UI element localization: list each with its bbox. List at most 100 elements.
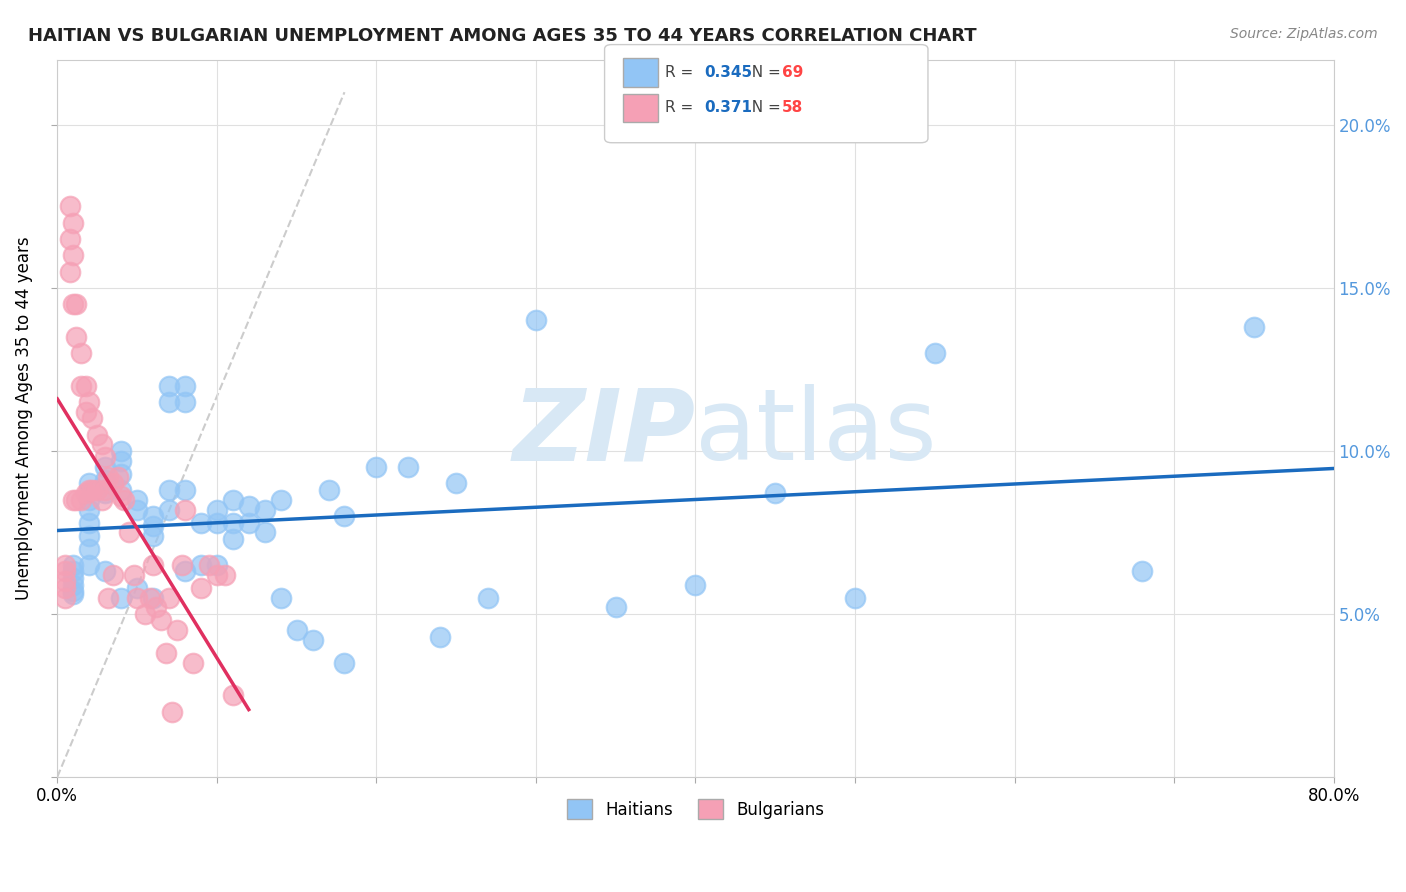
Point bbox=[97, 470, 120, 484]
Point bbox=[53, 581, 76, 595]
Point bbox=[139, 591, 162, 605]
Point bbox=[110, 490, 132, 504]
Point bbox=[605, 600, 627, 615]
Point bbox=[429, 630, 451, 644]
Point bbox=[91, 492, 114, 507]
Text: 0.345: 0.345 bbox=[704, 65, 752, 79]
Point bbox=[222, 492, 245, 507]
Legend: Haitians, Bulgarians: Haitians, Bulgarians bbox=[560, 792, 831, 826]
Point bbox=[82, 483, 104, 497]
Point bbox=[157, 378, 180, 392]
Text: ZIP: ZIP bbox=[512, 384, 696, 481]
Point bbox=[62, 492, 84, 507]
Point bbox=[110, 591, 132, 605]
Point bbox=[174, 378, 197, 392]
Point bbox=[174, 502, 197, 516]
Point bbox=[157, 591, 180, 605]
Point bbox=[222, 532, 245, 546]
Point bbox=[125, 492, 148, 507]
Point bbox=[174, 483, 197, 497]
Point bbox=[1243, 320, 1265, 334]
Point bbox=[65, 297, 87, 311]
Point bbox=[301, 632, 323, 647]
Text: N =: N = bbox=[742, 65, 786, 79]
Point bbox=[157, 483, 180, 497]
Point bbox=[77, 476, 100, 491]
Point bbox=[270, 591, 292, 605]
Point bbox=[270, 492, 292, 507]
Point bbox=[94, 486, 117, 500]
Point bbox=[174, 395, 197, 409]
Point bbox=[166, 623, 188, 637]
Text: 69: 69 bbox=[782, 65, 803, 79]
Point bbox=[396, 460, 419, 475]
Point bbox=[222, 689, 245, 703]
Point bbox=[62, 216, 84, 230]
Point bbox=[763, 486, 786, 500]
Point bbox=[110, 453, 132, 467]
Point bbox=[77, 483, 100, 497]
Text: atlas: atlas bbox=[696, 384, 936, 481]
Point bbox=[524, 313, 547, 327]
Point bbox=[157, 395, 180, 409]
Point bbox=[174, 565, 197, 579]
Point bbox=[77, 528, 100, 542]
Point bbox=[125, 591, 148, 605]
Point bbox=[366, 460, 388, 475]
Point bbox=[170, 558, 193, 572]
Point bbox=[94, 565, 117, 579]
Text: R =: R = bbox=[665, 101, 699, 115]
Point bbox=[477, 591, 499, 605]
Point bbox=[142, 558, 165, 572]
Point bbox=[70, 378, 93, 392]
Point bbox=[150, 613, 173, 627]
Point bbox=[142, 528, 165, 542]
Point bbox=[222, 516, 245, 530]
Point bbox=[101, 567, 124, 582]
Point bbox=[134, 607, 156, 621]
Point bbox=[122, 567, 145, 582]
Point bbox=[77, 395, 100, 409]
Point bbox=[53, 558, 76, 572]
Text: 0.371: 0.371 bbox=[704, 101, 752, 115]
Point bbox=[142, 518, 165, 533]
Point bbox=[53, 565, 76, 579]
Point bbox=[157, 502, 180, 516]
Y-axis label: Unemployment Among Ages 35 to 44 years: Unemployment Among Ages 35 to 44 years bbox=[15, 236, 32, 600]
Point bbox=[214, 567, 236, 582]
Point bbox=[77, 492, 100, 507]
Point bbox=[59, 199, 82, 213]
Point bbox=[110, 467, 132, 481]
Point bbox=[205, 502, 228, 516]
Point bbox=[77, 541, 100, 556]
Point bbox=[285, 623, 308, 637]
Point bbox=[70, 492, 93, 507]
Text: R =: R = bbox=[665, 65, 699, 79]
Point bbox=[62, 571, 84, 585]
Point bbox=[94, 450, 117, 465]
Point bbox=[97, 591, 120, 605]
Point bbox=[318, 483, 340, 497]
Point bbox=[62, 577, 84, 591]
Point bbox=[444, 476, 467, 491]
Point bbox=[1130, 565, 1153, 579]
Point bbox=[198, 558, 221, 572]
Point bbox=[94, 460, 117, 475]
Point bbox=[125, 581, 148, 595]
Point bbox=[53, 574, 76, 589]
Point bbox=[86, 427, 108, 442]
Point bbox=[142, 509, 165, 524]
Point bbox=[253, 502, 276, 516]
Point bbox=[107, 470, 129, 484]
Point bbox=[94, 473, 117, 487]
Text: N =: N = bbox=[742, 101, 786, 115]
Point bbox=[924, 346, 946, 360]
Point bbox=[181, 656, 204, 670]
Point bbox=[62, 584, 84, 599]
Point bbox=[145, 600, 167, 615]
Point bbox=[685, 577, 707, 591]
Text: Source: ZipAtlas.com: Source: ZipAtlas.com bbox=[1230, 27, 1378, 41]
Point bbox=[125, 502, 148, 516]
Point bbox=[253, 525, 276, 540]
Point bbox=[62, 297, 84, 311]
